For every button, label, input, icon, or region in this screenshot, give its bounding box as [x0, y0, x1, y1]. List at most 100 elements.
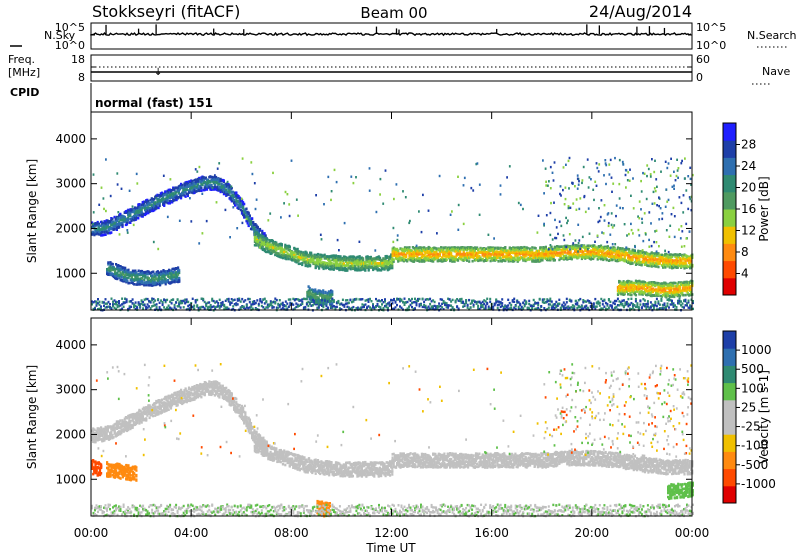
scatter-cell: [558, 248, 561, 251]
scatter-cell: [631, 262, 634, 265]
scatter-cell: [592, 257, 595, 261]
freq-tick-bottom: 8: [78, 71, 85, 84]
scatter-cell: [512, 259, 515, 263]
scatter-cell: [368, 261, 371, 264]
scatter-cell: [619, 247, 622, 251]
scatter-cell: [298, 253, 301, 257]
scatter-cell: [246, 219, 249, 223]
scatter-cell: [654, 252, 657, 256]
scatter-cell: [113, 224, 116, 228]
scatter-cell: [298, 262, 301, 265]
scatter-cell: [222, 192, 225, 196]
scatter-cell: [234, 203, 237, 207]
scatter-cell: [471, 259, 474, 263]
scatter-cell: [131, 269, 135, 273]
scatter-cell: [104, 220, 107, 224]
scatter-cell: [600, 257, 603, 261]
scatter-cell: [561, 248, 564, 252]
scatter-cell: [239, 203, 242, 206]
scatter-cell: [162, 196, 165, 200]
scatter-cell: [216, 185, 219, 189]
scatter-cell: [235, 192, 238, 195]
scatter-cell: [243, 216, 246, 219]
scatter-cell: [166, 273, 170, 277]
scatter-cell: [173, 273, 176, 277]
scatter-cell: [165, 196, 168, 200]
scatter-cell: [267, 249, 270, 253]
scatter-cell: [167, 188, 170, 192]
scatter-cell: [621, 247, 624, 250]
scatter-cell: [667, 256, 670, 259]
scatter-cell: [456, 259, 460, 262]
scatter-cell: [173, 267, 176, 271]
scatter-cell: [294, 247, 297, 251]
scatter-cell: [118, 276, 121, 280]
scatter-cell: [144, 204, 147, 207]
scatter-cell: [443, 246, 446, 250]
scatter-cell: [539, 246, 542, 249]
scatter-cell: [415, 258, 418, 261]
scatter-cell: [464, 256, 467, 260]
scatter-cell: [319, 256, 322, 259]
scatter-cell: [587, 246, 590, 249]
scatter-cell: [610, 250, 613, 253]
scatter-cell: [443, 254, 446, 258]
scatter-cell: [246, 221, 249, 225]
scatter-cell: [530, 252, 533, 255]
scatter-cell: [348, 266, 351, 269]
scatter-cell: [125, 269, 128, 272]
scatter-cell: [289, 250, 292, 253]
scatter-cell: [676, 260, 679, 264]
scatter-cell: [145, 212, 148, 216]
scatter-cell: [382, 264, 385, 268]
scatter-cell: [133, 283, 136, 286]
scatter-cell: [134, 274, 137, 278]
scatter-cell: [460, 257, 463, 261]
scatter-cell: [497, 247, 500, 250]
scatter-cell: [550, 249, 553, 253]
scatter-cell: [96, 222, 99, 225]
scatter-cell: [110, 219, 113, 222]
scatter-cell: [293, 254, 296, 257]
scatter-cell: [150, 209, 153, 213]
scatter-cell: [523, 248, 526, 251]
scatter-cell: [589, 251, 592, 254]
scatter-cell: [357, 259, 360, 263]
scatter-cell: [239, 205, 242, 209]
scatter-cell: [221, 185, 224, 189]
scatter-cell: [294, 249, 297, 252]
scatter-cell: [268, 251, 271, 254]
scatter-cell: [109, 231, 112, 235]
scatter-cell: [364, 269, 367, 272]
scatter-cell: [252, 225, 255, 228]
scatter-cell: [328, 255, 331, 258]
scatter-cell: [667, 259, 670, 262]
scatter-cell: [114, 224, 117, 228]
scatter-cell: [677, 254, 680, 257]
scatter-cell: [172, 187, 175, 191]
scatter-cell: [160, 270, 163, 273]
scatter-cell: [447, 246, 450, 249]
scatter-cell: [654, 281, 657, 285]
scatter-cell: [184, 185, 187, 188]
scatter-cell: [134, 269, 137, 273]
scatter-cell: [116, 274, 119, 278]
scatter-cell: [561, 252, 564, 256]
scatter-cell: [315, 258, 318, 261]
scatter-cell: [91, 221, 94, 224]
scatter-cell: [526, 246, 529, 250]
scatter-cell: [571, 243, 574, 247]
scatter-cell: [142, 200, 145, 204]
scatter-cell: [660, 259, 663, 263]
scatter-cell: [587, 250, 590, 253]
scatter-cell: [509, 251, 512, 255]
scatter-cell: [120, 267, 123, 270]
scatter-cell: [585, 246, 588, 250]
scatter-cell: [129, 221, 132, 224]
scatter-cell: [100, 224, 103, 228]
scatter-cell: [501, 256, 505, 259]
scatter-cell: [119, 268, 122, 271]
scatter-cell: [606, 252, 609, 256]
scatter-cell: [239, 208, 242, 212]
scatter-cell: [397, 260, 400, 263]
